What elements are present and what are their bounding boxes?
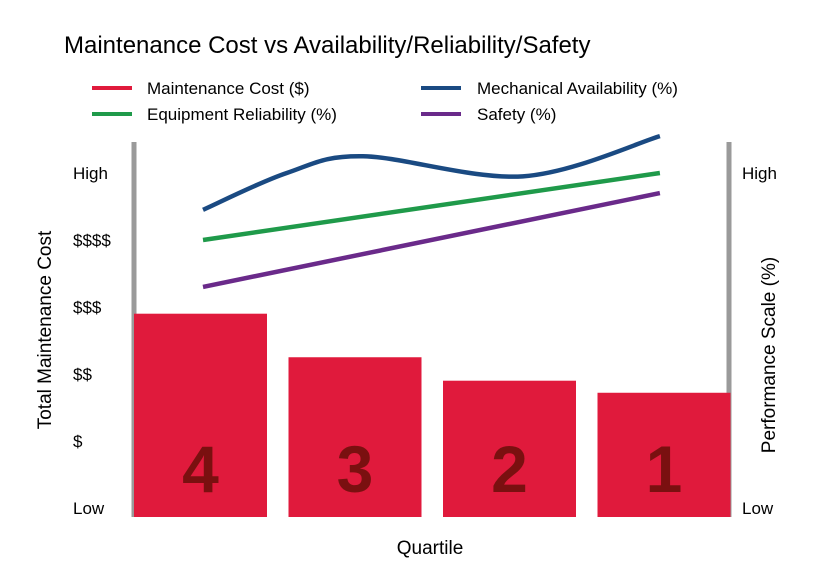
y-tick-label: $$$ — [73, 298, 102, 317]
bar-quartile-2 — [443, 380, 576, 517]
y-tick-label: $$$$ — [73, 231, 111, 250]
bar-label-quartile-4: 4 — [182, 432, 219, 506]
bar-quartile-4 — [134, 313, 267, 517]
legend-label-mechanical-availability: Mechanical Availability (%) — [477, 79, 678, 98]
y-tick-label: Low — [73, 499, 105, 518]
left-axis-ticks: Low$$$$$$$$$$High — [73, 164, 111, 518]
y-tick-label: $ — [73, 432, 83, 451]
series-line-safety — [202, 190, 661, 290]
right-axis-ticks: Low High — [742, 164, 777, 518]
y-tick-label: High — [73, 164, 108, 183]
lines-group — [202, 133, 661, 290]
x-axis-label: Quartile — [397, 538, 464, 559]
bar-label-quartile-2: 2 — [491, 432, 528, 506]
series-line-mechanical-availability — [202, 133, 661, 212]
bar-quartile-3 — [288, 357, 422, 517]
series-line-equipment-reliability — [202, 170, 661, 243]
y2-tick-label: Low — [742, 499, 774, 518]
bar-label-quartile-3: 3 — [337, 432, 374, 506]
y2-tick-label: High — [742, 164, 777, 183]
y-axis-label: Total Maintenance Cost — [35, 230, 56, 429]
chart-title: Maintenance Cost vs Availability/Reliabi… — [64, 32, 590, 59]
y2-axis-label: Performance Scale (%) — [759, 257, 780, 453]
bar-quartile-1 — [597, 392, 731, 517]
y-tick-label: $$ — [73, 365, 92, 384]
bar-label-quartile-1: 1 — [646, 432, 683, 506]
legend-label-safety: Safety (%) — [477, 105, 556, 124]
bars-group: 4 3 2 1 — [134, 313, 731, 517]
legend-label-equipment-reliability: Equipment Reliability (%) — [147, 105, 337, 124]
legend: Maintenance Cost ($) Mechanical Availabi… — [92, 79, 678, 124]
legend-label-maintenance-cost: Maintenance Cost ($) — [147, 79, 310, 98]
